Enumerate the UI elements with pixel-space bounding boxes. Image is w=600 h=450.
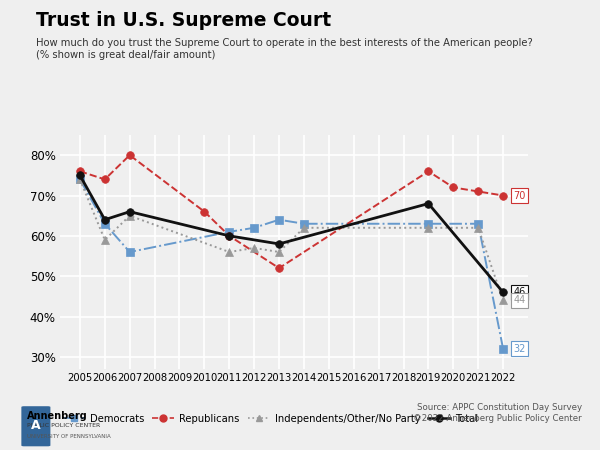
FancyBboxPatch shape <box>22 406 50 446</box>
Text: 46: 46 <box>513 288 526 297</box>
Text: Trust in U.S. Supreme Court: Trust in U.S. Supreme Court <box>36 11 331 30</box>
Text: A: A <box>31 419 41 432</box>
Text: ©2022 Annenberg Public Policy Center: ©2022 Annenberg Public Policy Center <box>413 414 582 423</box>
Text: PUBLIC POLICY CENTER: PUBLIC POLICY CENTER <box>26 423 100 428</box>
Text: 32: 32 <box>513 344 526 354</box>
Text: UNIVERSITY OF PENNSYLVANIA: UNIVERSITY OF PENNSYLVANIA <box>26 434 110 439</box>
Text: 44: 44 <box>513 295 526 306</box>
Text: Source: APPC Constitution Day Survey: Source: APPC Constitution Day Survey <box>417 403 582 412</box>
Text: How much do you trust the Supreme Court to operate in the best interests of the : How much do you trust the Supreme Court … <box>36 38 533 48</box>
Text: Annenberg: Annenberg <box>26 411 88 421</box>
Legend: Democrats, Republicans, Independents/Other/No Party, Total: Democrats, Republicans, Independents/Oth… <box>63 414 478 424</box>
Text: 70: 70 <box>513 190 526 201</box>
Text: (% shown is great deal/fair amount): (% shown is great deal/fair amount) <box>36 50 215 59</box>
